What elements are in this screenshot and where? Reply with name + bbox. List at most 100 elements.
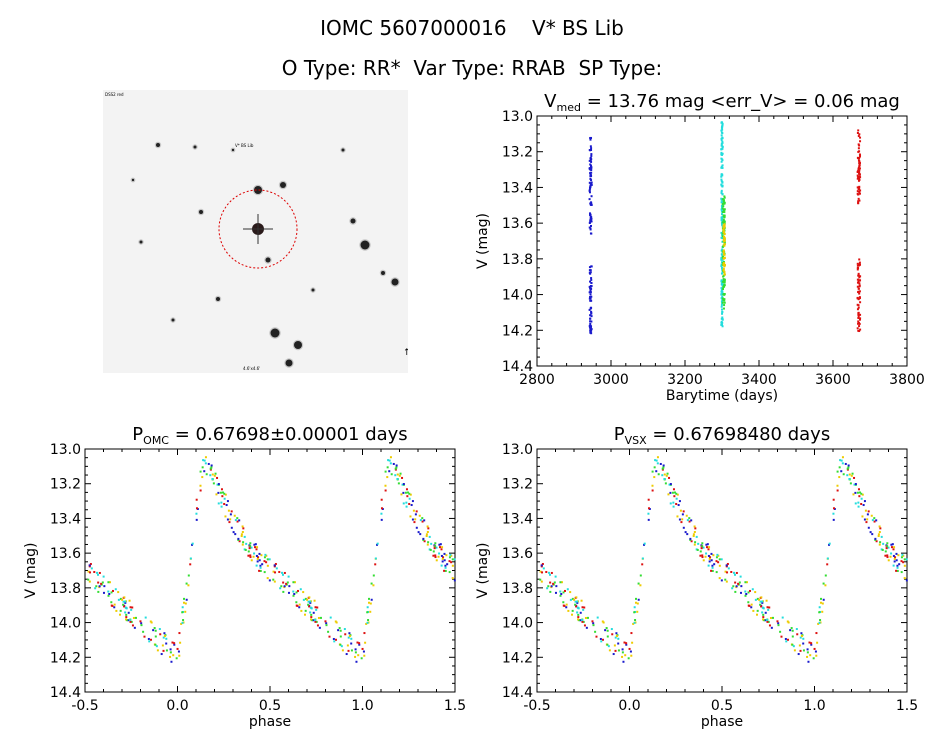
data-point: [857, 135, 860, 138]
finder-star: [311, 288, 315, 292]
data-point: [689, 537, 692, 540]
data-point: [722, 228, 725, 231]
data-point: [617, 642, 620, 645]
data-point: [848, 473, 851, 476]
data-point: [859, 328, 862, 331]
data-point: [721, 301, 724, 304]
data-point: [367, 601, 370, 604]
data-point: [119, 597, 122, 600]
data-point: [125, 606, 128, 609]
data-point: [863, 500, 866, 503]
data-point: [720, 144, 723, 147]
data-point: [699, 554, 702, 557]
data-point: [858, 264, 861, 267]
data-point: [613, 644, 616, 647]
data-point: [404, 491, 407, 494]
data-point: [450, 561, 453, 564]
data-point: [838, 476, 841, 479]
data-point: [571, 597, 574, 600]
data-point: [857, 315, 860, 318]
data-point: [808, 641, 811, 644]
data-point: [871, 533, 874, 536]
data-point: [286, 581, 289, 584]
data-point: [437, 555, 440, 558]
data-point: [399, 472, 402, 475]
data-point: [853, 483, 856, 486]
data-point: [756, 597, 759, 600]
data-point: [559, 594, 562, 597]
data-point: [184, 610, 187, 613]
data-point: [441, 557, 444, 560]
data-point: [185, 598, 188, 601]
data-point: [162, 636, 165, 639]
data-point: [720, 173, 723, 176]
data-point: [867, 510, 870, 513]
data-point: [370, 582, 373, 585]
data-point: [716, 553, 719, 556]
data-point: [858, 144, 861, 147]
data-point: [806, 648, 809, 651]
data-point: [345, 653, 348, 656]
data-point: [857, 306, 860, 309]
data-point: [440, 548, 443, 551]
data-point: [585, 626, 588, 629]
data-point: [892, 548, 895, 551]
data-point: [363, 654, 366, 657]
data-point: [625, 643, 628, 646]
data-point: [314, 619, 317, 622]
data-point: [318, 626, 321, 629]
data-point: [724, 578, 727, 581]
data-point: [394, 467, 397, 470]
data-point: [155, 645, 158, 648]
data-point: [711, 566, 714, 569]
data-point: [366, 606, 369, 609]
data-point: [722, 200, 725, 203]
data-point: [710, 559, 713, 562]
data-point: [701, 556, 704, 559]
data-point: [857, 150, 860, 153]
data-point: [333, 640, 336, 643]
data-point: [857, 274, 860, 277]
data-point: [427, 527, 430, 530]
data-point: [723, 241, 726, 244]
x-tick-label: 1.0: [803, 698, 825, 714]
data-point: [735, 571, 738, 574]
data-point: [434, 556, 437, 559]
data-point: [287, 591, 290, 594]
x-tick-label: -0.5: [523, 698, 550, 714]
data-point: [711, 569, 714, 572]
data-point: [156, 649, 159, 652]
data-point: [747, 591, 750, 594]
data-point: [740, 585, 743, 588]
data-point: [861, 515, 864, 518]
data-point: [259, 569, 262, 572]
data-point: [569, 598, 572, 601]
data-point: [288, 585, 291, 588]
data-point: [96, 571, 99, 574]
data-point: [722, 250, 725, 253]
data-point: [427, 541, 430, 544]
data-point: [819, 601, 822, 604]
data-point: [226, 518, 229, 521]
data-point: [721, 287, 724, 290]
data-point: [125, 616, 128, 619]
data-point: [633, 621, 636, 624]
y-tick-label: 13.4: [502, 180, 533, 196]
data-point: [588, 189, 591, 192]
data-point: [721, 152, 724, 155]
data-point: [108, 581, 111, 584]
data-point: [705, 552, 708, 555]
data-point: [298, 603, 301, 606]
data-point: [354, 648, 357, 651]
y-tick-label: 13.2: [502, 477, 533, 493]
data-point: [187, 574, 190, 577]
data-point: [589, 280, 592, 283]
data-point: [108, 592, 111, 595]
data-point: [263, 560, 266, 563]
data-point: [759, 600, 762, 603]
data-point: [721, 233, 724, 236]
data-point: [673, 491, 676, 494]
data-point: [592, 624, 595, 627]
data-point: [266, 564, 269, 567]
data-point: [884, 550, 887, 553]
